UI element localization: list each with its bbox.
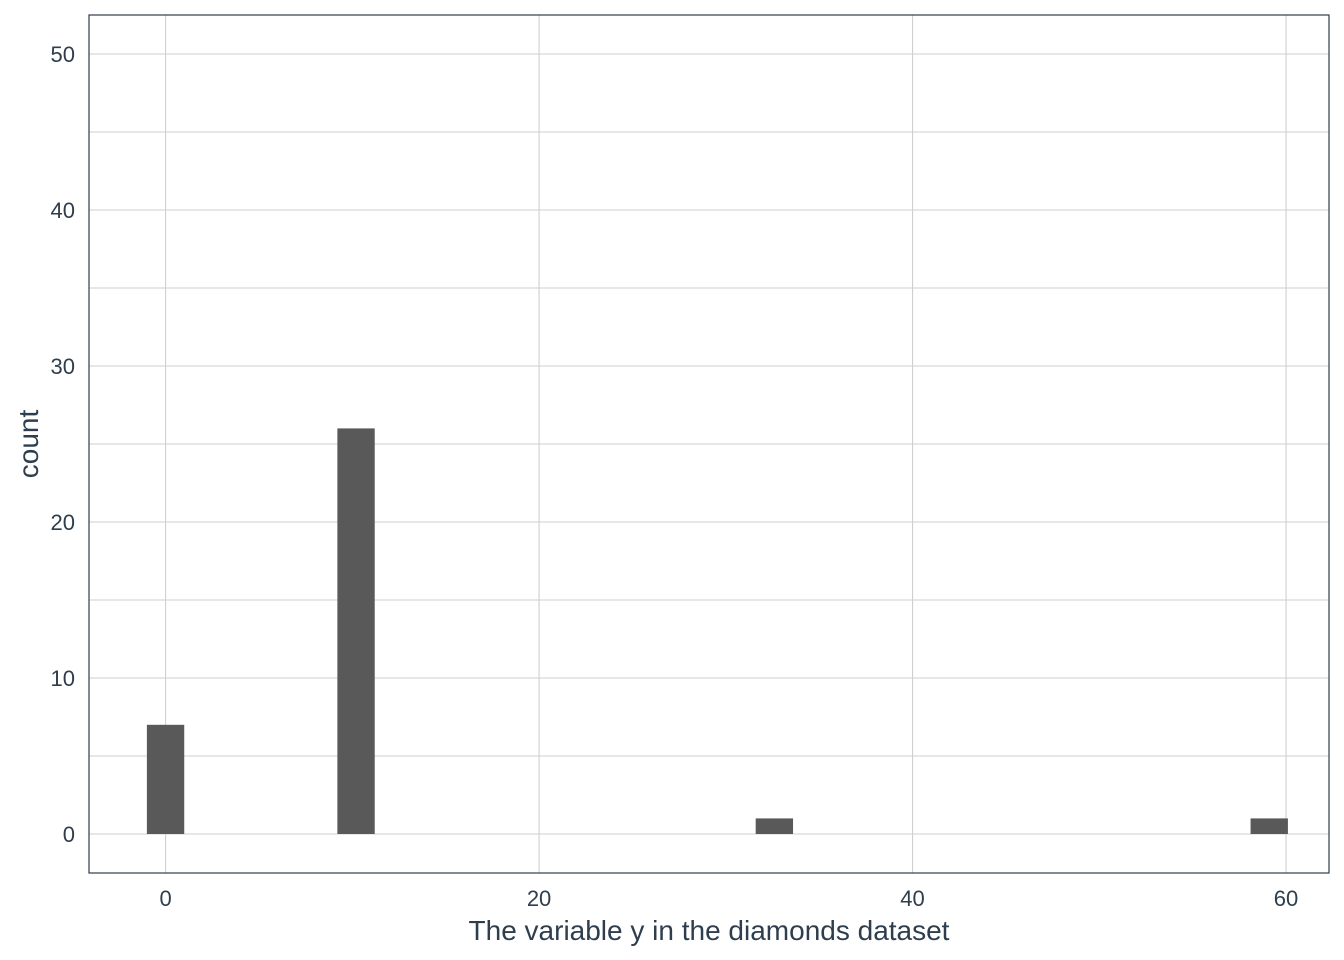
y-tick-label: 40 bbox=[51, 198, 75, 223]
x-tick-label: 60 bbox=[1274, 886, 1298, 911]
y-tick-label: 10 bbox=[51, 666, 75, 691]
x-tick-label: 20 bbox=[527, 886, 551, 911]
histogram-bar bbox=[755, 818, 794, 834]
bars bbox=[146, 428, 1288, 834]
y-axis-title: count bbox=[13, 410, 44, 479]
x-axis-ticks: 0 20 40 60 bbox=[159, 886, 1298, 911]
y-tick-label: 0 bbox=[63, 822, 75, 847]
x-tick-label: 0 bbox=[159, 886, 171, 911]
x-tick-label: 40 bbox=[900, 886, 924, 911]
y-tick-label: 20 bbox=[51, 510, 75, 535]
y-axis-ticks: 0 10 20 30 40 50 bbox=[51, 42, 75, 847]
histogram-bar bbox=[146, 724, 185, 834]
histogram-bar bbox=[337, 428, 375, 834]
x-axis-title: The variable y in the diamonds dataset bbox=[469, 915, 950, 946]
y-tick-label: 30 bbox=[51, 354, 75, 379]
plot-panel-border bbox=[88, 14, 1330, 874]
histogram-bar bbox=[1250, 818, 1288, 834]
grid bbox=[89, 15, 1329, 873]
y-tick-label: 50 bbox=[51, 42, 75, 67]
